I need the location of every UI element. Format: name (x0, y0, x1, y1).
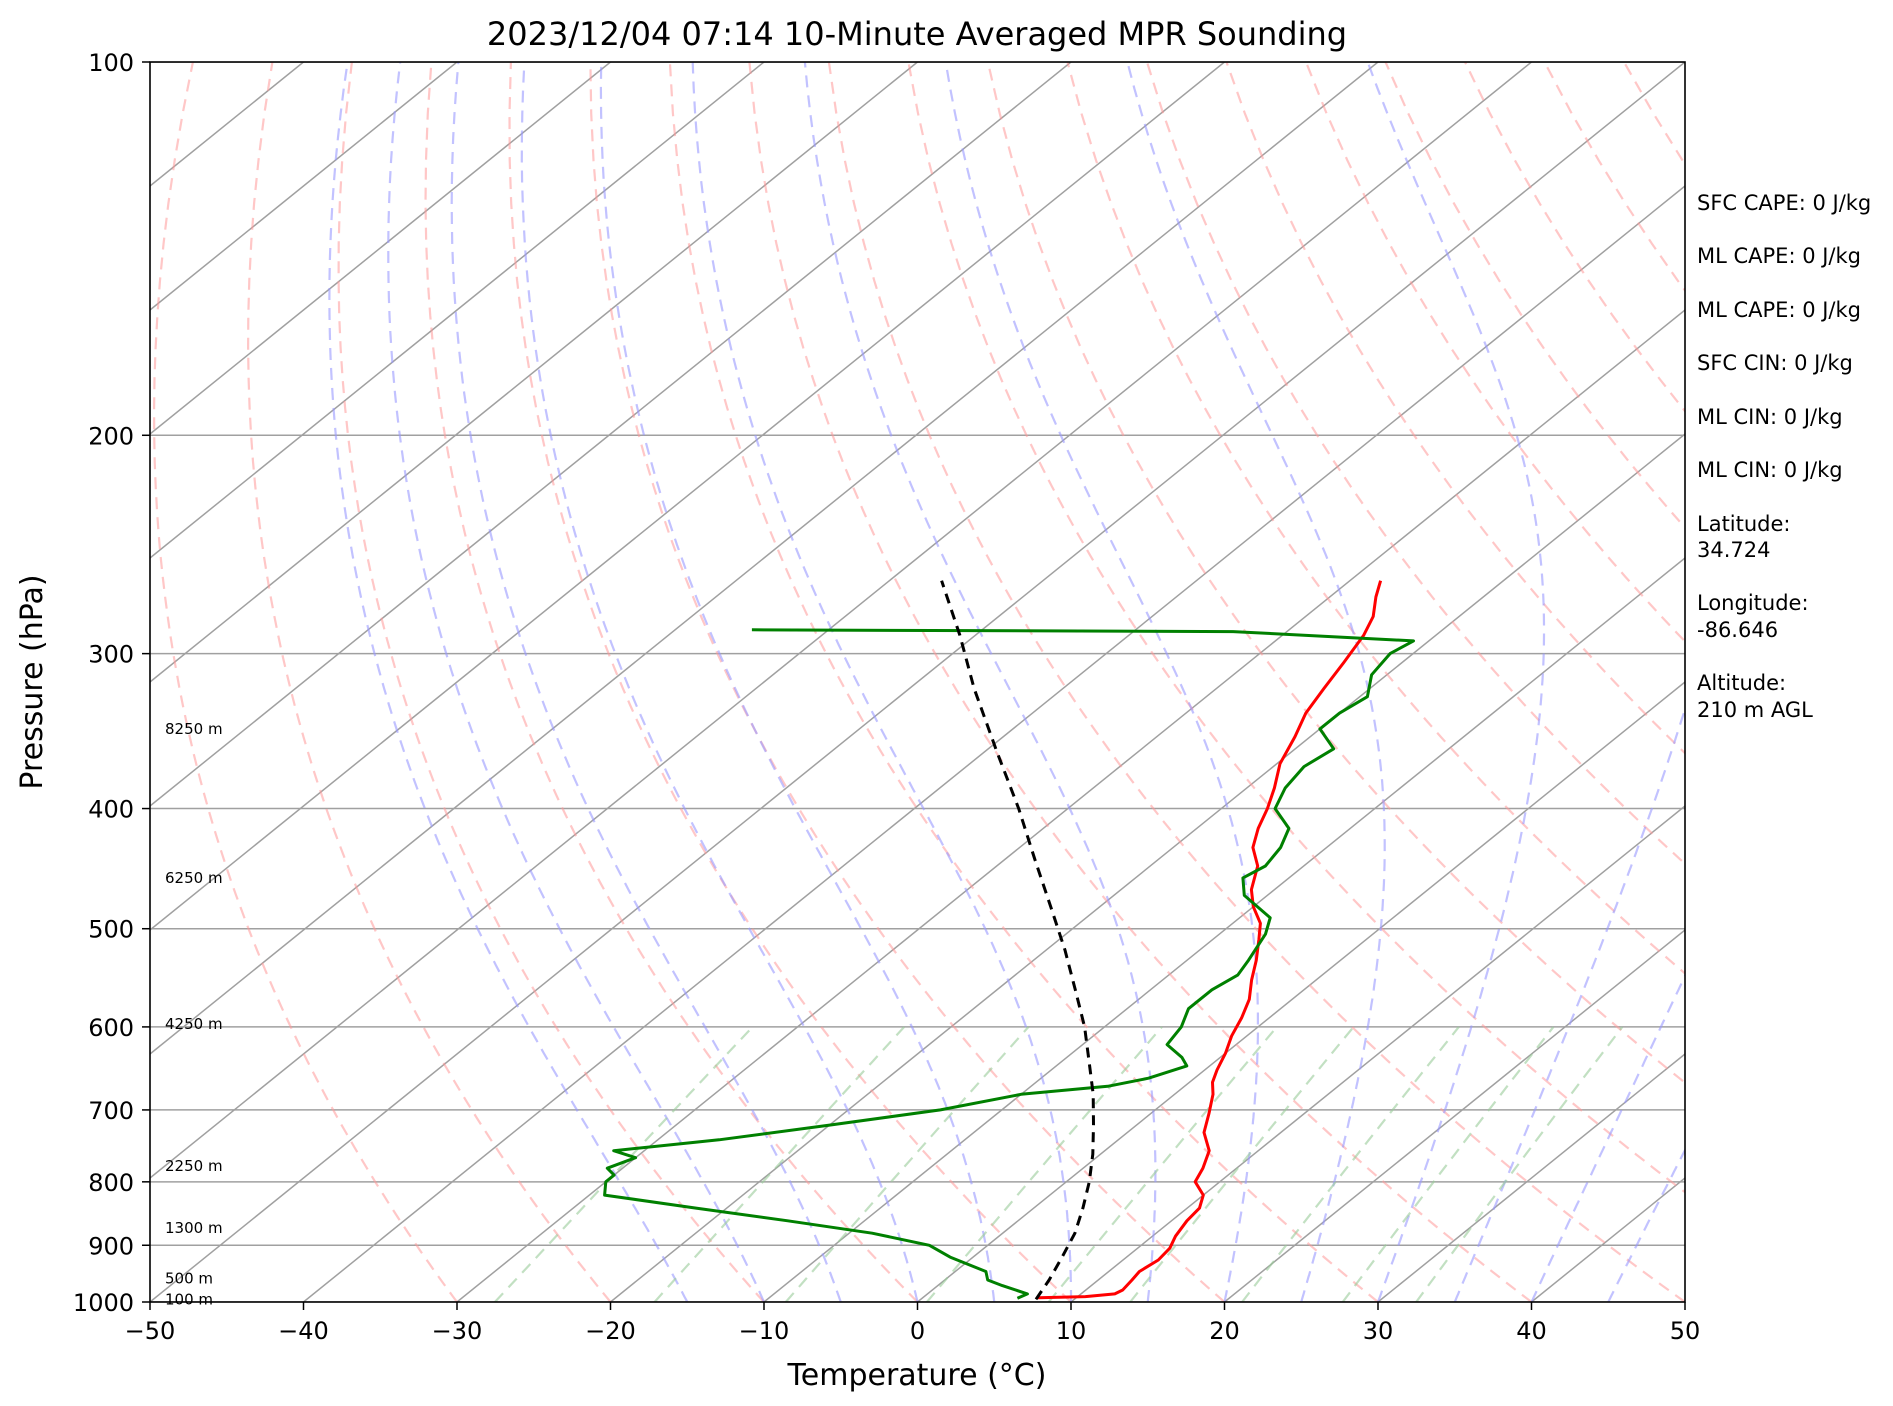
dry-adiabat (508, 62, 1072, 1302)
isotherm (150, 62, 1532, 1179)
moist-adiabat (944, 62, 1259, 1302)
x-tick-label: 0 (910, 1317, 925, 1345)
moist-adiabat (691, 62, 1073, 1302)
sounding-series (603, 580, 1415, 1301)
dry-adiabat (424, 62, 919, 1302)
moist-adiabat (1126, 62, 1386, 1302)
y-tick-label: 700 (88, 1097, 134, 1125)
y-axis-label: Pressure (hPa) (15, 574, 50, 789)
x-tick-label: 20 (1209, 1317, 1240, 1345)
longitude-value: -86.646 (1697, 618, 1778, 642)
x-tick-label: 30 (1363, 1317, 1394, 1345)
height-label: 500 m (165, 1269, 213, 1287)
moist-adiabat (450, 62, 842, 1302)
moist-adiabat (1453, 62, 1685, 1302)
y-tick-label: 300 (88, 641, 134, 669)
isotherm (150, 62, 1225, 931)
temperature-profile (1037, 580, 1383, 1300)
x-tick-label: −50 (125, 1317, 176, 1345)
dry-adiabat (589, 62, 1226, 1302)
height-label: 1300 m (165, 1219, 223, 1237)
x-axis-label: Temperature (°C) (787, 1358, 1047, 1393)
isotherm (150, 62, 765, 559)
mixing-ratio-line (1415, 1026, 1624, 1302)
isotherm (456, 309, 1685, 1302)
y-tick-label: 600 (88, 1014, 134, 1042)
height-label: 2250 m (165, 1157, 223, 1175)
height-label: 4250 m (165, 1015, 223, 1033)
latitude-label: Latitude: (1697, 512, 1791, 536)
height-label: 6250 m (165, 869, 223, 887)
ml-cape-text: ML CAPE: 0 J/kg (1697, 244, 1861, 268)
mixing-ratio-line (1047, 1026, 1278, 1302)
isotherm (610, 433, 1685, 1302)
moist-adiabat (387, 62, 766, 1302)
height-label: 100 m (165, 1290, 213, 1308)
ml-cape-text-2: ML CAPE: 0 J/kg (1697, 298, 1861, 322)
mixing-ratio-line (784, 1026, 1030, 1302)
dry-adiabat (827, 62, 1685, 1302)
mixing-ratio-line (1341, 1026, 1555, 1302)
height-labels: 8250 m 6250 m 4250 m 2250 m 1300 m 500 m 100 m (165, 720, 223, 1308)
ml-cin-text-2: ML CIN: 0 J/kg (1697, 458, 1843, 482)
sfc-cin-text: SFC CIN: 0 J/kg (1697, 351, 1853, 375)
mixing-ratio-line (653, 1026, 906, 1302)
isotherm (150, 62, 458, 311)
isotherm (1224, 929, 1685, 1302)
mixing-ratio-line (926, 1026, 1163, 1302)
isotherm (1377, 1053, 1685, 1302)
y-tick-label: 900 (88, 1232, 134, 1260)
y-tick-label: 200 (88, 422, 134, 450)
moist-adiabat (520, 62, 919, 1302)
dry-adiabat (247, 62, 612, 1302)
mixing-ratio-line (1241, 1026, 1460, 1302)
dry-adiabat (986, 62, 1685, 1085)
moist-adiabat (328, 62, 689, 1302)
dry-adiabat (748, 62, 1533, 1302)
mixing-ratio-line (1129, 1026, 1355, 1302)
altitude-label: Altitude: (1697, 671, 1786, 695)
isotherm (150, 62, 1685, 1302)
moist-adiabat (1366, 62, 1546, 1302)
moist-adiabat (599, 62, 996, 1302)
x-tick-label: 50 (1670, 1317, 1701, 1345)
isotherm (150, 62, 918, 683)
y-tick-label: 1000 (73, 1289, 134, 1317)
side-panel: SFC CAPE: 0 J/kg ML CAPE: 0 J/kg ML CAPE… (1697, 191, 1871, 722)
y-tick-label: 500 (88, 916, 134, 944)
height-label: 8250 m (165, 720, 223, 738)
y-axis-ticks: 100 200 300 400 500 600 700 800 900 1000 (73, 49, 150, 1317)
chart-title: 2023/12/04 07:14 10-Minute Averaged MPR … (487, 15, 1347, 53)
y-tick-label: 400 (88, 796, 134, 824)
isotherm (917, 681, 1685, 1302)
altitude-value: 210 m AGL (1697, 698, 1813, 722)
y-tick-label: 100 (88, 49, 134, 77)
y-tick-label: 800 (88, 1169, 134, 1197)
isotherm (150, 62, 1379, 1055)
x-tick-label: 10 (1056, 1317, 1087, 1345)
x-tick-label: −10 (739, 1317, 790, 1345)
ml-cin-text: ML CIN: 0 J/kg (1697, 405, 1843, 429)
dewpoint-profile (603, 628, 1415, 1300)
isotherm (150, 62, 1072, 807)
dry-adiabat (668, 62, 1379, 1302)
x-tick-label: −30 (432, 1317, 483, 1345)
dry-adiabat (907, 62, 1685, 1194)
x-axis-ticks: −50 −40 −30 −20 −10 0 10 20 30 40 50 (125, 1302, 1701, 1345)
isotherm (150, 62, 611, 435)
moist-adiabat (803, 62, 1157, 1302)
sfc-cape-text: SFC CAPE: 0 J/kg (1697, 191, 1871, 215)
latitude-value: 34.724 (1697, 538, 1770, 562)
longitude-label: Longitude: (1697, 591, 1809, 615)
x-tick-label: −20 (585, 1317, 636, 1345)
background-grid (150, 62, 1685, 1302)
x-tick-label: −40 (278, 1317, 329, 1345)
parcel-profile (940, 580, 1095, 1301)
isotherm (1070, 805, 1685, 1302)
isotherm (303, 185, 1685, 1302)
dry-adiabat (153, 62, 458, 1302)
x-tick-label: 40 (1516, 1317, 1547, 1345)
